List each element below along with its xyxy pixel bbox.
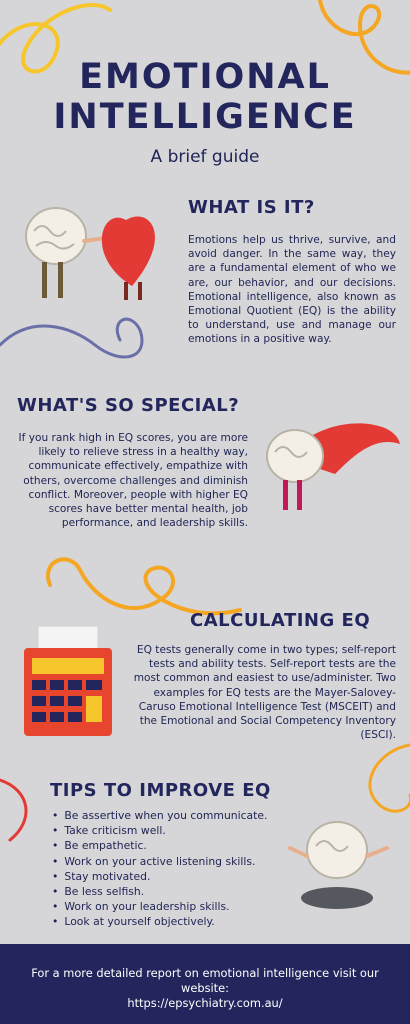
title-line-1: EMOTIONAL [79,57,331,97]
list-item: Be less selfish. [52,884,268,899]
section-body-what-is-it: Emotions help us thrive, survive, and av… [188,234,396,346]
decorative-squiggle-top-left [0,3,112,74]
list-item: Look at yourself objectively. [52,914,268,929]
decorative-squiggle-top-right [318,0,410,75]
section-heading-tips: TIPS TO IMPROVE EQ [50,780,271,801]
section-body-calculating-eq: EQ tests generally come in two types; se… [133,644,396,742]
list-item: Work on your active listening skills. [52,854,268,869]
decorative-squiggle-lower-right [368,743,410,813]
footer-line-1: For a more detailed report on emotional … [31,966,379,995]
decorative-squiggle-center [46,557,242,616]
section-heading-calculating-eq: CALCULATING EQ [190,610,371,631]
section-heading-what-is-it: WHAT IS IT? [188,197,315,218]
footer-text: For a more detailed report on emotional … [8,966,402,1011]
tips-list: Be assertive when you communicate. Take … [52,808,268,930]
page-subtitle: A brief guide [150,147,260,167]
superhero-brain-illustration [266,423,400,510]
list-item: Take criticism well. [52,823,268,838]
list-item: Stay motivated. [52,869,268,884]
section-heading-whats-so-special: WHAT'S SO SPECIAL? [17,395,240,416]
footer-bar [0,944,410,1024]
meditating-brain-illustration [288,821,389,909]
title-line-2: INTELLIGENCE [53,97,357,137]
list-item: Be empathetic. [52,838,268,853]
list-item: Work on your leadership skills. [52,899,268,914]
footer-website-link[interactable]: https://epsychiatry.com.au/ [127,996,283,1010]
brain-and-heart-illustration [25,207,155,300]
decorative-squiggle-middle-left [0,317,144,359]
list-item: Be assertive when you communicate. [52,808,267,823]
section-body-whats-so-special: If you rank high in EQ scores, you are m… [18,432,249,530]
calculator-illustration [24,625,112,736]
page-title: EMOTIONAL INTELLIGENCE [0,57,410,137]
decorative-squiggle-lower-left [0,778,28,842]
